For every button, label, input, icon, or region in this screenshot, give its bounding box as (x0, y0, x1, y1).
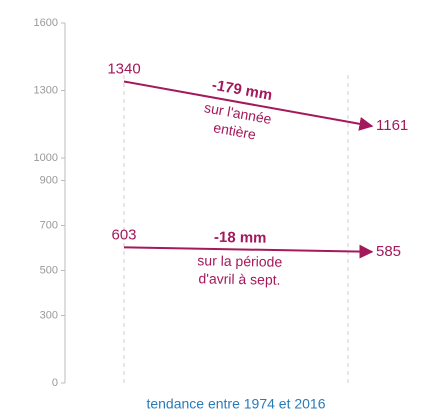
value-label: 1340 (107, 60, 140, 77)
x-axis-label: tendance entre 1974 et 2016 (146, 396, 325, 412)
y-tick-label: 0 (52, 377, 58, 389)
annotation-line: sur la période (197, 252, 282, 270)
y-tick-label: 1300 (34, 84, 58, 96)
arrow-head (347, 116, 374, 131)
y-tick-label: 300 (40, 309, 58, 321)
value-label: 603 (111, 226, 136, 243)
y-tick-label: 900 (40, 174, 58, 186)
annotation-title: -179 mm (211, 77, 274, 105)
y-tick-label: 1600 (34, 17, 58, 29)
y-tick-label: 1000 (34, 152, 58, 164)
y-tick-label: 500 (40, 264, 58, 276)
annotation-title: -18 mm (214, 229, 267, 247)
annotation-line: entière (212, 119, 257, 142)
annotation-line: d'avril à sept. (198, 270, 280, 287)
trend-line (123, 80, 349, 123)
value-label: 585 (376, 243, 401, 260)
trend-line (123, 246, 349, 253)
y-tick-label: 700 (40, 219, 58, 231)
value-label: 1161 (376, 117, 408, 134)
